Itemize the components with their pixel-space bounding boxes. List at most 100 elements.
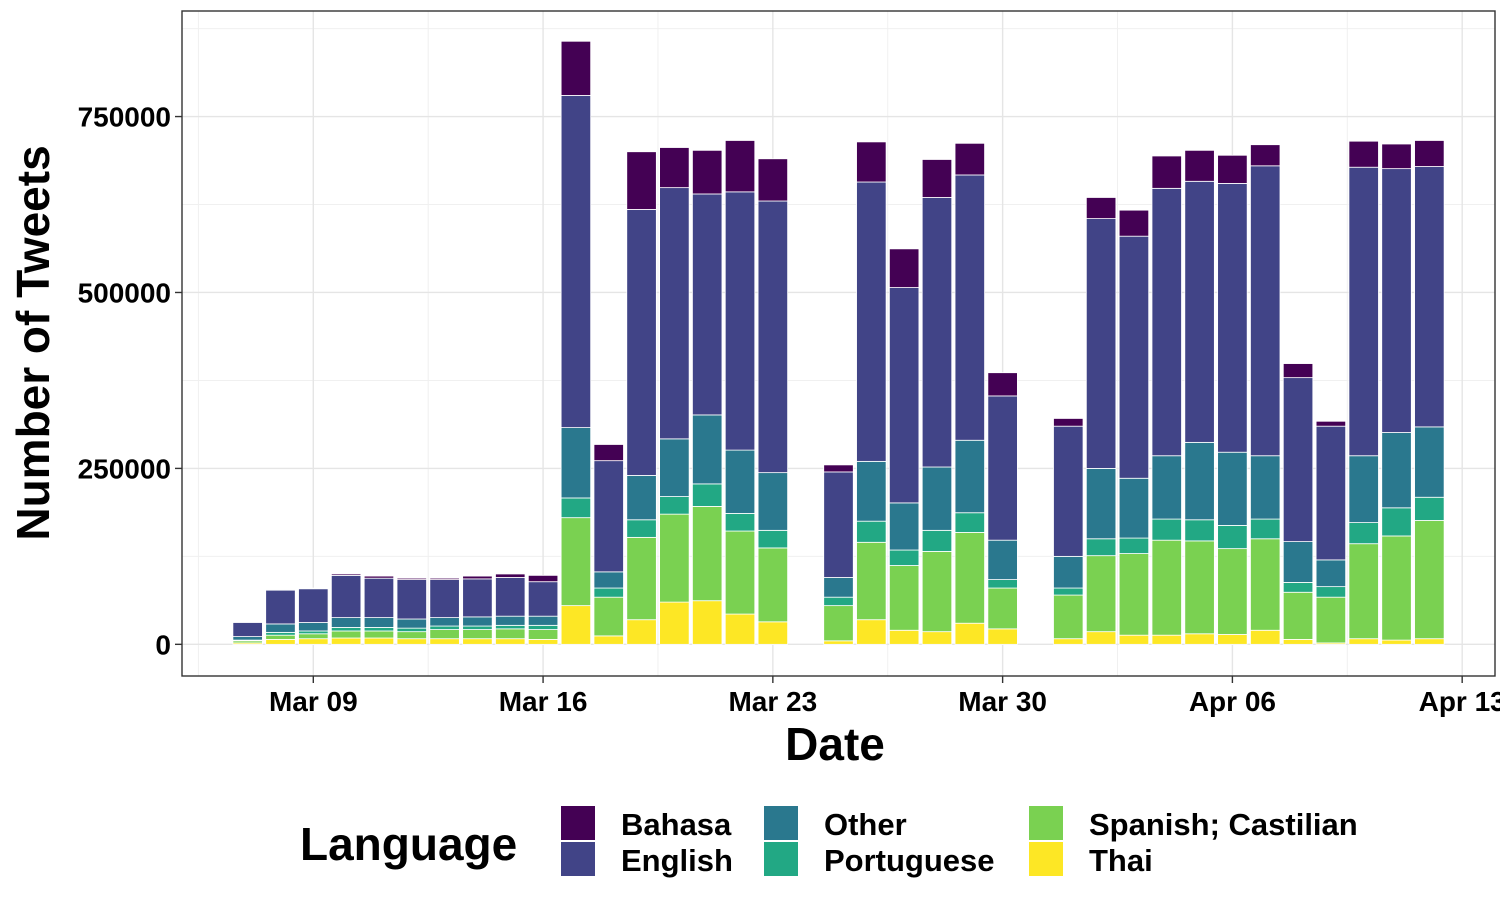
bar-segment-portuguese <box>626 519 657 538</box>
bar-segment-other <box>1118 477 1150 539</box>
bar-segment-other <box>1053 555 1084 589</box>
bar-segment-english <box>265 589 296 625</box>
bar-segment-other <box>1348 455 1379 523</box>
legend-item-spanish-castilian: Spanish; Castilian <box>1029 806 1358 842</box>
bar-segment-spanish-castilian <box>330 630 362 639</box>
bar-segment-bahasa <box>856 141 887 183</box>
bar-stack-2020-03-25 <box>823 464 854 645</box>
legend-item-portuguese: Portuguese <box>764 842 995 878</box>
bar-segment-thai <box>495 638 526 645</box>
bar-segment-spanish-castilian <box>462 629 493 640</box>
bar-segment-bahasa <box>1282 363 1314 379</box>
bar-segment-thai <box>987 628 1018 645</box>
bar-stack-2020-04-07 <box>1250 144 1281 645</box>
bar-segment-portuguese <box>1118 537 1150 554</box>
bar-segment-portuguese <box>429 625 460 630</box>
bar-segment-spanish-castilian <box>265 634 296 640</box>
bar-segment-english <box>363 577 395 618</box>
bar-segment-portuguese <box>363 627 395 632</box>
bar-segment-other <box>921 466 953 531</box>
bar-segment-bahasa <box>888 248 920 288</box>
bar-segment-other <box>1414 426 1445 498</box>
bar-segment-other <box>1151 455 1182 520</box>
bar-segment-bahasa <box>1184 149 1215 182</box>
x-tick-label: Apr 13 <box>1419 686 1500 717</box>
bar-segment-english <box>1151 187 1182 457</box>
bar-segment-spanish-castilian <box>593 596 624 637</box>
bar-segment-english <box>593 460 624 573</box>
bar-segment-bahasa <box>1315 420 1347 427</box>
bar-stack-2020-03-26 <box>856 141 887 645</box>
bar-segment-spanish-castilian <box>724 530 756 615</box>
bar-segment-english <box>298 588 329 623</box>
bar-segment-english <box>987 395 1018 541</box>
bar-segment-bahasa <box>1250 144 1281 167</box>
bar-segment-thai <box>396 638 427 645</box>
bar-segment-spanish-castilian <box>363 630 395 639</box>
bar-segment-spanish-castilian <box>1184 540 1215 635</box>
bar-segment-spanish-castilian <box>1414 520 1445 640</box>
bar-segment-portuguese <box>330 627 362 632</box>
bar-segment-thai <box>1118 634 1150 645</box>
bar-segment-other <box>692 414 723 485</box>
bar-segment-portuguese <box>954 512 985 533</box>
bar-stack-2020-04-09 <box>1315 420 1347 645</box>
y-tick-label: 0 <box>155 629 171 660</box>
bar-segment-english <box>1184 180 1215 443</box>
bar-segment-other <box>462 616 493 627</box>
bar-segment-thai <box>560 605 592 645</box>
bar-segment-other <box>856 460 887 522</box>
legend-item-other: Other <box>764 806 907 842</box>
bar-segment-portuguese <box>462 625 493 630</box>
bar-segment-portuguese <box>1414 496 1445 521</box>
bar-segment-bahasa <box>1118 209 1150 237</box>
bar-segment-spanish-castilian <box>1348 543 1379 640</box>
bar-segment-spanish-castilian <box>1085 555 1117 633</box>
bar-segment-english <box>1381 168 1412 433</box>
bar-segment-english <box>232 622 263 637</box>
bar-segment-english <box>429 579 460 618</box>
bar-segment-spanish-castilian <box>298 633 329 640</box>
legend-swatch <box>764 842 798 876</box>
bar-segment-bahasa <box>921 159 953 198</box>
bar-segment-bahasa <box>757 158 789 202</box>
bar-segment-spanish-castilian <box>823 605 854 642</box>
bar-stack-2020-03-27 <box>888 248 920 645</box>
bar-segment-portuguese <box>1282 582 1314 593</box>
bar-segment-thai <box>1282 639 1314 645</box>
x-tick-label: Mar 16 <box>499 686 588 717</box>
bar-segment-bahasa <box>330 573 362 576</box>
bar-segment-english <box>757 200 789 474</box>
bar-segment-portuguese <box>298 630 329 635</box>
bar-segment-thai <box>692 600 723 645</box>
bar-segment-spanish-castilian <box>757 547 789 623</box>
bar-stack-2020-04-02 <box>1085 197 1117 645</box>
bar-segment-spanish-castilian <box>1151 539 1182 636</box>
legend-item-thai: Thai <box>1029 842 1153 878</box>
bar-segment-other <box>724 449 756 514</box>
bar-segment-thai <box>298 638 329 645</box>
bar-segment-other <box>495 615 526 626</box>
bar-stack-2020-03-12 <box>396 577 427 645</box>
bar-segment-english <box>659 187 690 440</box>
bar-stack-2020-03-30 <box>987 372 1018 645</box>
bar-segment-spanish-castilian <box>1053 594 1084 640</box>
bar-segment-english <box>1085 218 1117 469</box>
bar-segment-bahasa <box>1085 197 1117 219</box>
bar-segment-bahasa <box>1151 155 1182 189</box>
bar-segment-other <box>987 539 1018 580</box>
bar-segment-spanish-castilian <box>495 628 526 640</box>
bar-segment-spanish-castilian <box>1381 535 1412 641</box>
bar-segment-thai <box>954 622 985 645</box>
bars <box>232 40 1445 645</box>
bar-segment-other <box>1085 468 1117 540</box>
bar-segment-portuguese <box>1085 538 1117 557</box>
bar-stack-2020-03-13 <box>429 577 460 645</box>
bar-segment-bahasa <box>298 587 329 590</box>
bar-segment-other <box>757 472 789 531</box>
bar-segment-spanish-castilian <box>1282 591 1314 640</box>
bar-segment-english <box>1118 235 1150 479</box>
bar-segment-thai <box>757 621 789 645</box>
